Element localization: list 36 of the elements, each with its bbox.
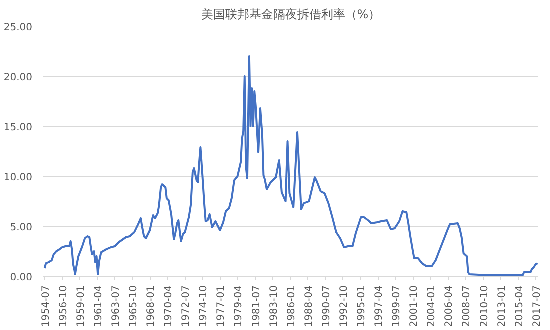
y-tick-label: 10.00 bbox=[4, 172, 33, 184]
x-tick-label: 2004-01 bbox=[426, 285, 438, 328]
x-tick-label: 1972-07 bbox=[181, 285, 192, 328]
x-tick-label: 1988-04 bbox=[304, 285, 315, 328]
x-tick-label: 1995-01 bbox=[356, 285, 368, 328]
x-tick-label: 2001-10 bbox=[409, 285, 420, 328]
x-tick-label: 1965-10 bbox=[128, 285, 140, 328]
x-tick-label: 1954-07 bbox=[40, 285, 52, 328]
y-tick-label: 25.00 bbox=[4, 22, 33, 34]
x-tick-label: 1999-07 bbox=[392, 285, 403, 328]
x-tick-label: 1979-04 bbox=[234, 285, 245, 328]
x-tick-label: 1983-10 bbox=[268, 285, 280, 328]
x-tick-label: 1981-07 bbox=[251, 285, 262, 328]
x-tick-label: 1970-04 bbox=[164, 285, 175, 328]
x-tick-label: 2017-07 bbox=[532, 285, 543, 328]
x-tick-label: 1990-07 bbox=[321, 285, 332, 328]
chart-title: 美国联邦基金隔夜拆借利率（%） bbox=[201, 8, 381, 22]
y-tick-label: 15.00 bbox=[4, 122, 33, 134]
x-tick-label: 1986-01 bbox=[286, 285, 298, 328]
x-tick-label: 1997-04 bbox=[374, 285, 386, 328]
x-tick-label: 1959-01 bbox=[76, 285, 87, 328]
x-tick-label: 1992-10 bbox=[338, 285, 350, 328]
x-tick-label: 2010-10 bbox=[479, 285, 490, 328]
x-tick-label: 1974-10 bbox=[198, 285, 210, 328]
x-tick-label: 2013-01 bbox=[496, 285, 508, 328]
x-tick-label: 1963-07 bbox=[110, 285, 122, 328]
x-tick-label: 1961-04 bbox=[93, 285, 104, 328]
x-tick-label: 2015-04 bbox=[514, 285, 526, 328]
x-tick-label: 1956-10 bbox=[58, 285, 70, 328]
x-tick-label: 2008-07 bbox=[462, 285, 473, 328]
x-tick-label: 1977-01 bbox=[216, 285, 228, 328]
x-tick-label: 1968-01 bbox=[146, 285, 158, 328]
x-tick-label: 2006-04 bbox=[444, 285, 456, 328]
y-tick-label: 5.00 bbox=[10, 222, 32, 234]
y-tick-label: 20.00 bbox=[4, 72, 33, 84]
y-tick-label: 0.00 bbox=[10, 272, 32, 284]
